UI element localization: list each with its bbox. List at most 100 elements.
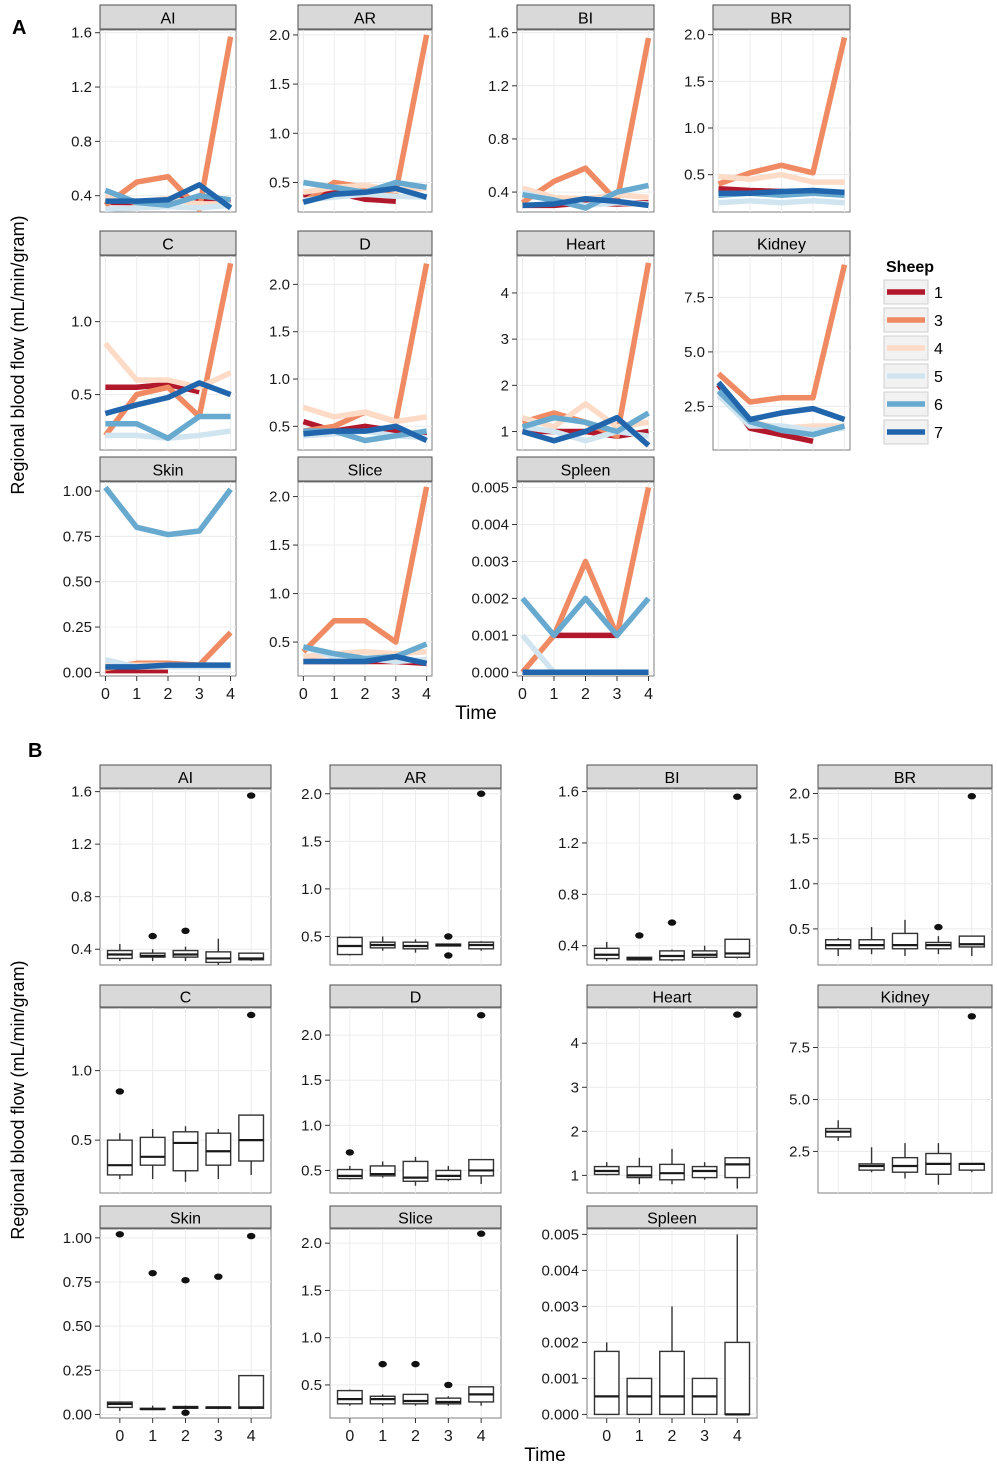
box-outlier bbox=[476, 790, 486, 797]
box-2 bbox=[891, 919, 919, 956]
box-1 bbox=[626, 1157, 653, 1185]
box-4 bbox=[724, 1011, 751, 1189]
box-2 bbox=[891, 1143, 919, 1179]
facet-br: BR 0.5 1.0 1.5 2.0 bbox=[789, 764, 993, 966]
facet-spleen: Spleen 0.000 0.001 0.002 0.003 0.004 0.005 0 1 2 3… bbox=[471, 456, 655, 703]
facet-ai: AI 0.4 0.8 1.2 1.6 bbox=[71, 764, 272, 966]
y-tick-label: 1.5 bbox=[301, 1072, 322, 1089]
y-tick-label: 0.4 bbox=[71, 188, 92, 205]
x-tick-label: 3 bbox=[444, 1428, 453, 1445]
facet-strip-label: D bbox=[359, 237, 371, 254]
y-tick-label: 0.75 bbox=[63, 528, 92, 545]
box-2 bbox=[172, 1277, 199, 1416]
x-tick-label: 2 bbox=[668, 1428, 677, 1445]
x-tick-label: 4 bbox=[644, 686, 653, 703]
series-line-sheep-6 bbox=[302, 641, 428, 662]
y-tick-label: 1.2 bbox=[558, 835, 579, 852]
y-tick-label: 0.75 bbox=[63, 1274, 92, 1291]
box-0 bbox=[824, 1120, 852, 1142]
facet-skin: Skin 0.00 0.25 0.50 0.75 1.00 0 1 2 3 4 bbox=[63, 1205, 272, 1445]
y-tick-label: 0.003 bbox=[471, 553, 509, 570]
box-2 bbox=[659, 1148, 685, 1185]
box-body bbox=[369, 1165, 396, 1177]
x-tick-label: 3 bbox=[214, 1428, 223, 1445]
box-outlier bbox=[148, 1269, 157, 1277]
facet-strip-label: AR bbox=[354, 11, 376, 28]
box-2 bbox=[659, 919, 685, 962]
x-tick-label: 3 bbox=[391, 686, 400, 703]
x-tick-label: 1 bbox=[148, 1428, 157, 1445]
box-0 bbox=[593, 1162, 620, 1176]
y-tick-label: 0.5 bbox=[269, 418, 290, 435]
y-tick-label: 4 bbox=[501, 285, 509, 302]
panel-b: B Regional blood flow (mL/min/gram) Time… bbox=[8, 740, 993, 1466]
y-tick-label: 0.5 bbox=[71, 387, 92, 404]
box-outlier bbox=[444, 933, 453, 940]
series-line-sheep-7 bbox=[303, 423, 428, 443]
y-tick-label: 2.5 bbox=[789, 1143, 810, 1160]
panel-b-xlabel: Time bbox=[524, 1445, 566, 1466]
y-tick-label: 7.5 bbox=[684, 289, 705, 306]
facet-strip bbox=[712, 4, 851, 30]
series-line-sheep-5 bbox=[718, 198, 845, 206]
x-tick-label: 2 bbox=[411, 1428, 420, 1445]
box-outlier bbox=[411, 1360, 420, 1368]
x-tick-label: 2 bbox=[164, 686, 173, 703]
y-tick-label: 0.005 bbox=[471, 480, 509, 497]
box-0 bbox=[336, 936, 363, 956]
box-body bbox=[238, 952, 265, 961]
box-1 bbox=[139, 1129, 166, 1180]
series-line-sheep-4 bbox=[302, 404, 428, 425]
y-tick-label: 0.4 bbox=[488, 184, 509, 201]
facet-kidney: Kidney 2.5 5.0 7.5 bbox=[684, 230, 851, 451]
box-1 bbox=[369, 1360, 396, 1406]
box-body bbox=[336, 1168, 363, 1180]
facet-strip bbox=[586, 1205, 758, 1229]
facet-lines bbox=[717, 36, 848, 206]
legend-label-sheep-7: 7 bbox=[934, 425, 943, 442]
box-outlier bbox=[476, 1230, 486, 1237]
box-3 bbox=[925, 1143, 952, 1185]
box-1 bbox=[626, 932, 653, 961]
series-line-sheep-7 bbox=[104, 380, 232, 417]
y-tick-label: 1.0 bbox=[301, 881, 322, 898]
facet-strip-label: BI bbox=[578, 11, 593, 28]
box-4 bbox=[724, 1234, 751, 1416]
panel-a-ylabel: Regional blood flow (mL/min/gram) bbox=[8, 215, 28, 494]
box-0 bbox=[593, 941, 620, 962]
facet-strip-label: C bbox=[180, 990, 192, 1007]
facet-skin: Skin 0.00 0.25 0.50 0.75 1.00 0 1 2 3 4 bbox=[63, 456, 237, 703]
y-tick-label: 4 bbox=[571, 1035, 579, 1052]
series-line-sheep-5 bbox=[520, 633, 557, 675]
y-tick-label: 1.0 bbox=[684, 120, 705, 137]
box-outlier bbox=[967, 793, 977, 800]
box-body bbox=[402, 1393, 429, 1405]
facet-heart: Heart 1 2 3 4 bbox=[501, 230, 655, 451]
y-tick-label: 1.6 bbox=[71, 25, 92, 42]
series-line-sheep-6 bbox=[716, 389, 846, 438]
y-tick-label: 3 bbox=[571, 1079, 579, 1096]
y-tick-label: 0.004 bbox=[541, 1262, 579, 1279]
x-tick-label: 0 bbox=[602, 1428, 611, 1445]
box-3 bbox=[435, 933, 462, 959]
facet-strip bbox=[586, 984, 758, 1008]
y-tick-label: 2.0 bbox=[789, 786, 810, 803]
x-tick-label: 1 bbox=[550, 686, 559, 703]
facet-bi: BI 0.4 0.8 1.2 1.6 bbox=[488, 4, 655, 213]
box-3 bbox=[435, 1381, 462, 1406]
y-tick-label: 0.000 bbox=[541, 1406, 579, 1423]
box-outlier bbox=[115, 1231, 125, 1238]
x-tick-label: 2 bbox=[181, 1428, 190, 1445]
facet-lines bbox=[520, 486, 652, 676]
facet-strip bbox=[516, 4, 655, 30]
facet-ai: AI 0.4 0.8 1.2 1.6 bbox=[71, 4, 237, 213]
box-0 bbox=[106, 1088, 133, 1180]
facet-strip bbox=[99, 984, 272, 1008]
box-3 bbox=[205, 938, 232, 965]
box-0 bbox=[106, 1231, 133, 1411]
facet-strip-label: Kidney bbox=[757, 237, 806, 254]
y-tick-label: 1.2 bbox=[71, 79, 92, 96]
x-tick-label: 2 bbox=[581, 686, 590, 703]
facet-strip-label: AI bbox=[160, 11, 175, 28]
box-3 bbox=[691, 1162, 718, 1180]
